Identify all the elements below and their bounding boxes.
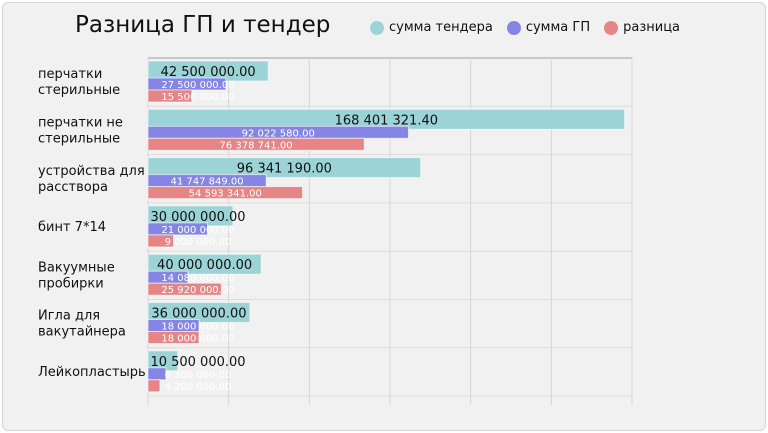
legend-label: сумма тендера — [389, 20, 493, 35]
legend-swatch — [604, 20, 619, 35]
bar-tender — [147, 253, 262, 275]
bar-diff — [147, 137, 365, 151]
data-label: 54 593 341.00 — [189, 189, 262, 200]
legend-item-gp: сумма ГП — [506, 20, 591, 35]
bar-diff — [147, 379, 161, 393]
data-label: 96 341 190.00 — [237, 162, 332, 177]
category-label: Игла для — [38, 309, 100, 324]
data-label: 168 401 321.40 — [335, 113, 438, 128]
bar-diff — [147, 89, 193, 103]
category-label: Вакуумные — [38, 260, 115, 275]
data-label: 4 200 000.00 — [165, 382, 232, 393]
category-label: расствора — [38, 180, 108, 195]
bar-diff — [147, 234, 174, 248]
data-label: 18 000 000.00 — [161, 322, 234, 333]
legend-label: разница — [623, 20, 681, 35]
data-label: 36 000 000.00 — [151, 307, 246, 322]
bar-diff — [147, 331, 200, 344]
category-label: стерильные — [38, 131, 120, 146]
data-label: 76 378 741.00 — [220, 140, 293, 151]
legend: сумма тендера сумма ГП разница — [370, 20, 680, 35]
category-label: стерильные — [38, 83, 120, 98]
bar-gp — [147, 222, 208, 236]
data-label: 92 022 580.00 — [242, 128, 315, 139]
data-label: 25 920 000.00 — [161, 285, 234, 296]
data-label: 27 500 000.00 — [161, 80, 234, 91]
data-label: 21 000 000.00 — [161, 225, 234, 236]
data-label: 10 500 000.00 — [150, 355, 245, 370]
category-label: перчатки — [38, 67, 102, 82]
category-label: пробирки — [38, 276, 104, 291]
legend-item-diff: разница — [604, 20, 680, 35]
category-label: вакутайнера — [38, 325, 126, 340]
data-label: 41 747 849.00 — [170, 177, 243, 188]
data-label: 40 000 000.00 — [157, 258, 252, 273]
legend-item-tender: сумма тендера — [370, 20, 493, 35]
legend-swatch — [506, 20, 521, 35]
data-label: 42 500 000.00 — [161, 65, 256, 80]
category-label: перчатки не — [38, 115, 123, 130]
chart-title: Разница ГП и тендер — [75, 12, 331, 38]
data-label: 30 000 000.00 — [150, 210, 245, 225]
bar-tender — [147, 157, 422, 179]
bar-diff — [147, 282, 222, 296]
category-label: бинт 7*14 — [38, 220, 106, 235]
data-label: 9 000 000.00 — [165, 237, 232, 248]
data-label: 6 300 000.00 — [165, 370, 232, 381]
bar-gp — [147, 367, 167, 381]
category-label: устройства для — [38, 164, 145, 179]
data-label: 14 080 000.00 — [161, 273, 234, 284]
bar-diff — [147, 186, 304, 200]
category-label: Лейкопластырь — [38, 365, 146, 380]
legend-swatch — [370, 20, 384, 35]
data-label: 15 500 000.00 — [161, 92, 234, 103]
data-label: 18 000 000.00 — [161, 334, 234, 345]
legend-label: сумма ГП — [525, 20, 591, 35]
